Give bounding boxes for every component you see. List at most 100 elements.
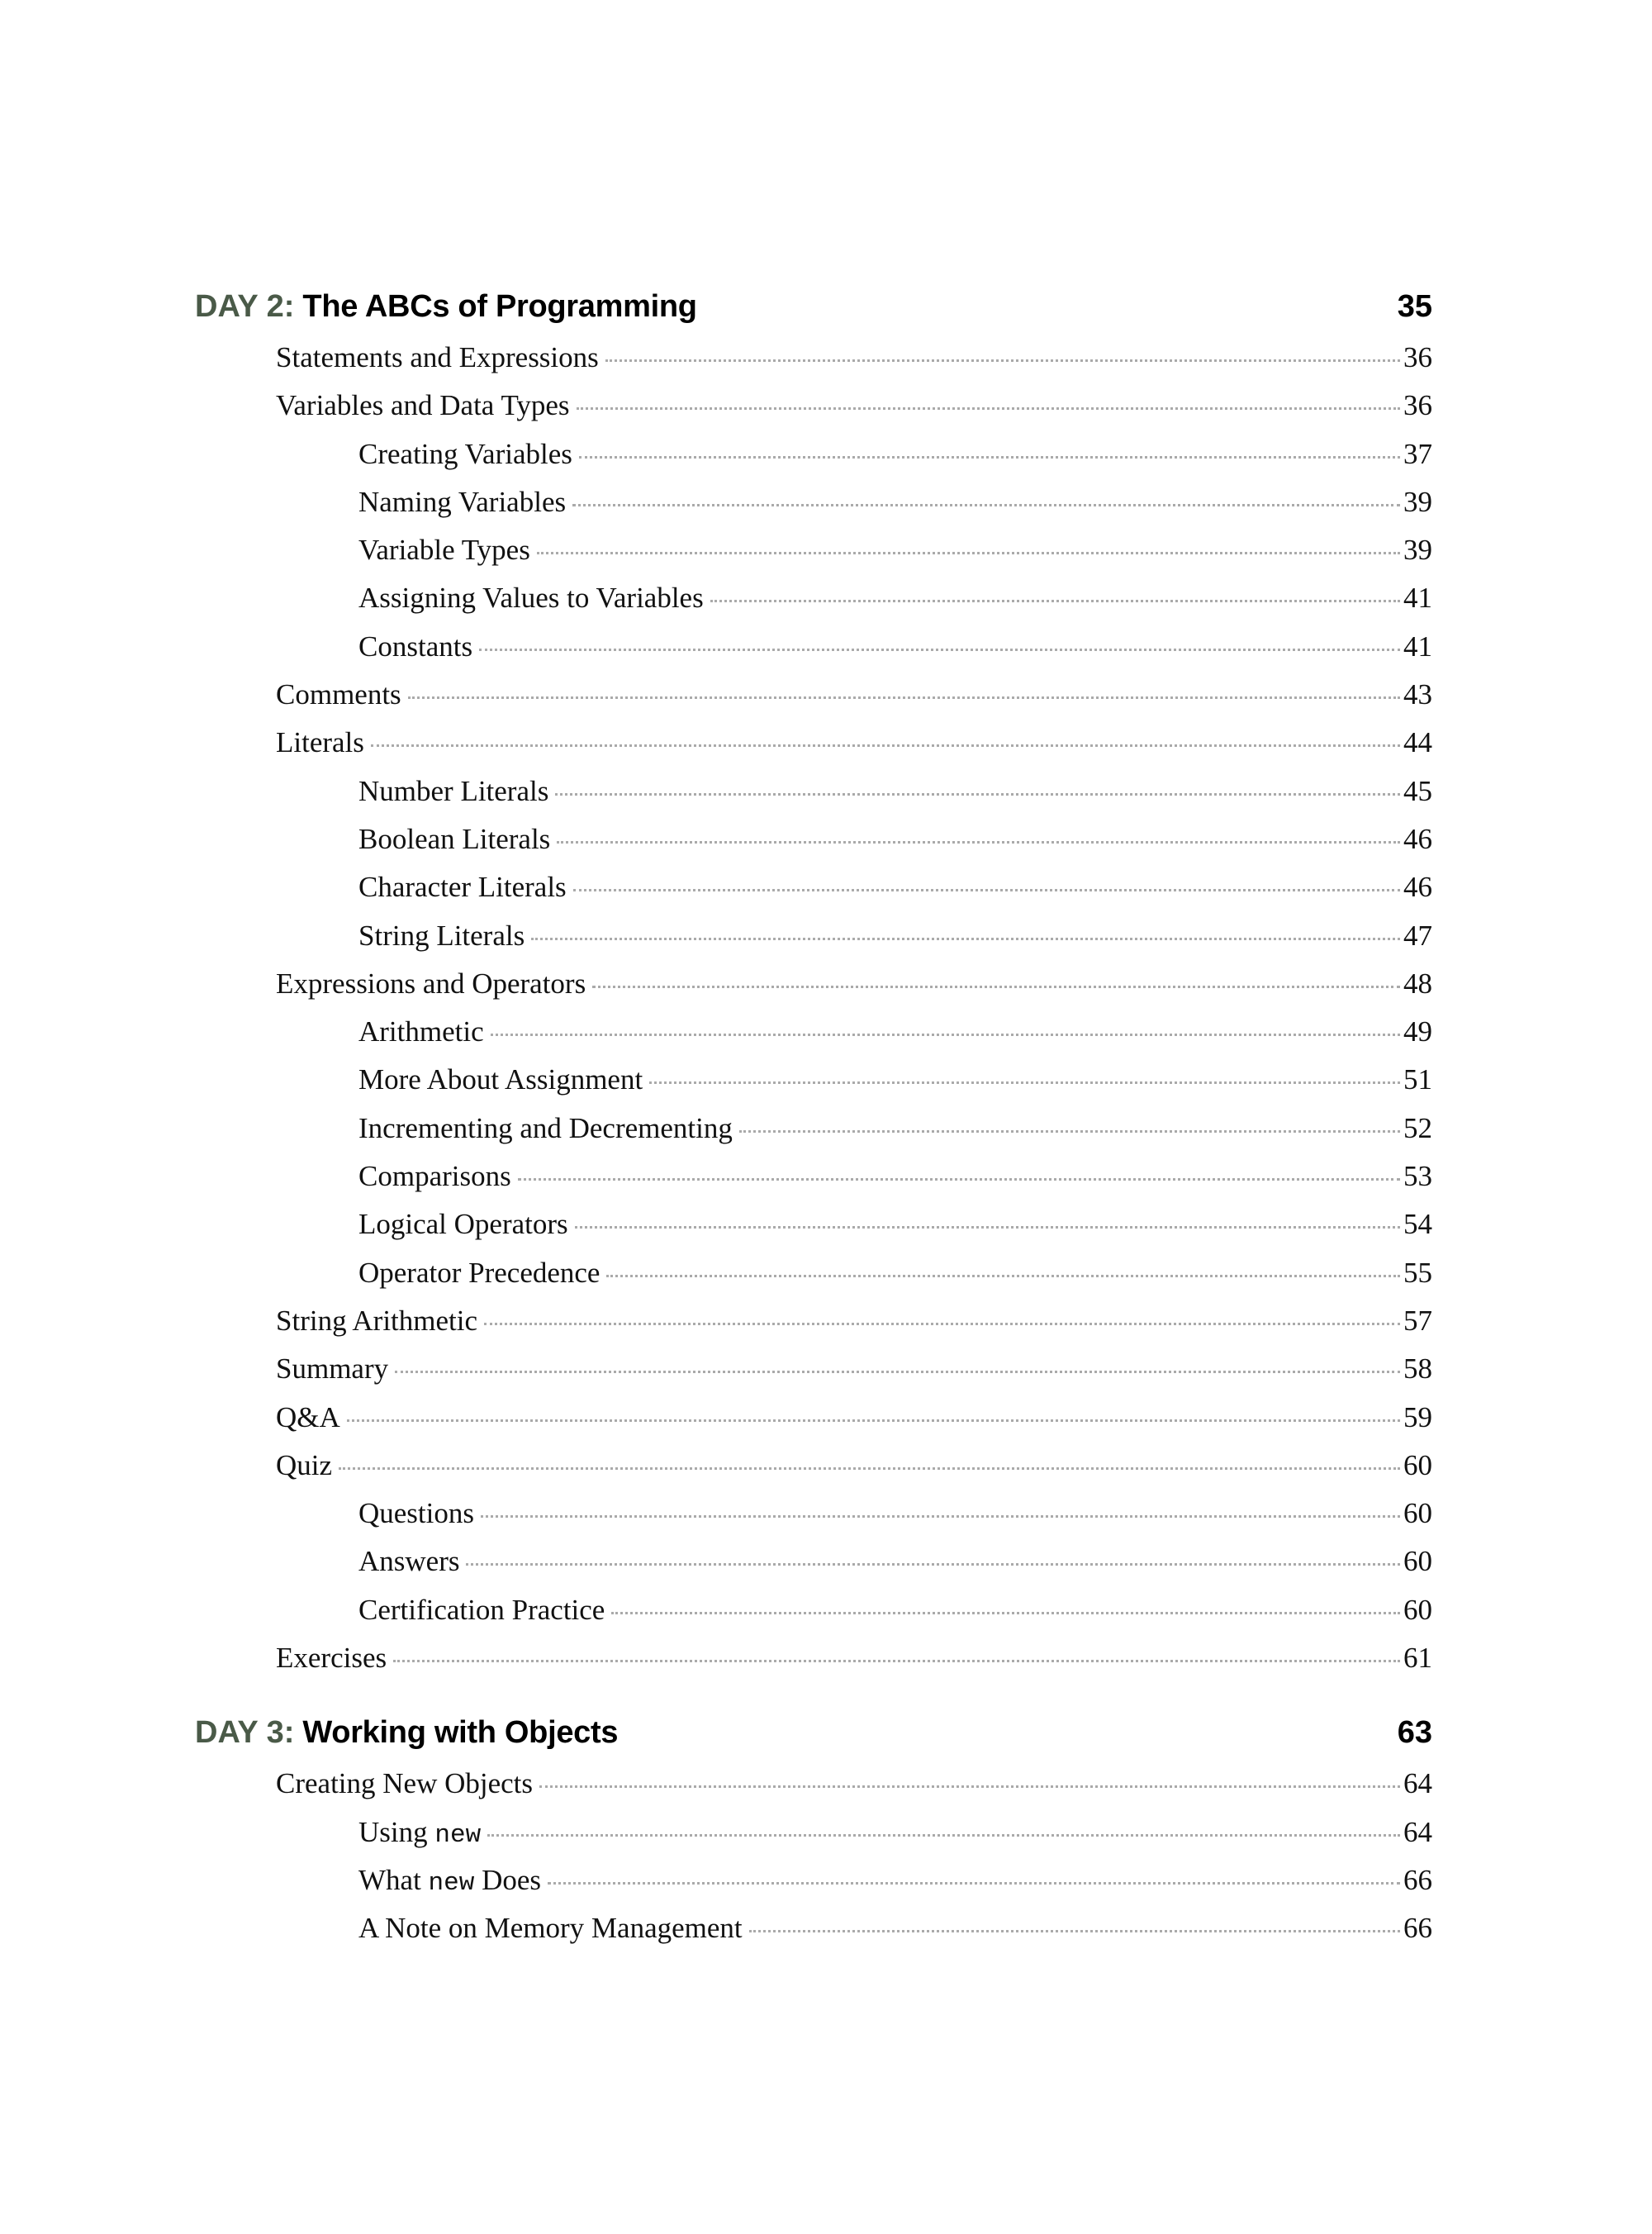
entry-page: 36	[1403, 341, 1432, 373]
toc-entry[interactable]: Number Literals 45	[195, 768, 1432, 815]
dot-leader	[536, 552, 1400, 555]
entry-page: 51	[1403, 1063, 1432, 1096]
toc-entry[interactable]: A Note on Memory Management 66	[195, 1904, 1432, 1952]
dot-leader	[710, 600, 1400, 603]
entry-label: Certification Practice	[358, 1586, 605, 1634]
toc-entry[interactable]: Certification Practice 60	[195, 1586, 1432, 1634]
day-page: 35	[1397, 289, 1432, 324]
toc-entry[interactable]: Logical Operators 54	[195, 1200, 1432, 1248]
entry-page: 66	[1403, 1912, 1432, 1945]
toc-entry[interactable]: Summary 58	[195, 1345, 1432, 1393]
toc-entry[interactable]: Boolean Literals 46	[195, 815, 1432, 863]
entry-page: 45	[1403, 774, 1432, 807]
label-text: Quiz	[276, 1448, 333, 1481]
entry-page: 41	[1403, 582, 1432, 615]
entry-label: Number Literals	[358, 768, 548, 815]
label-text: Comparisons	[358, 1160, 511, 1193]
toc-entry[interactable]: Using new 64	[195, 1809, 1432, 1856]
dot-leader	[407, 696, 1400, 700]
entry-page: 58	[1403, 1352, 1432, 1386]
toc-entry[interactable]: Expressions and Operators 48	[195, 960, 1432, 1008]
day-heading: DAY 2: The ABCs of Programming 35	[195, 279, 1432, 334]
label-text: Certification Practice	[358, 1593, 605, 1626]
toc-entry[interactable]: Comparisons 53	[195, 1153, 1432, 1200]
dot-leader	[576, 407, 1400, 411]
dot-leader	[484, 1322, 1400, 1325]
toc-entry[interactable]: Comments 43	[195, 671, 1432, 719]
toc-entry[interactable]: String Arithmetic 57	[195, 1297, 1432, 1345]
entry-page: 60	[1403, 1448, 1432, 1481]
dot-leader	[517, 1178, 1400, 1181]
label-text: Boolean Literals	[358, 822, 551, 855]
label-text: Number Literals	[358, 774, 549, 807]
toc-entry[interactable]: Exercises 61	[195, 1634, 1432, 1682]
day-heading: DAY 3: Working with Objects 63	[195, 1705, 1432, 1760]
entry-label: Operator Precedence	[358, 1249, 600, 1297]
day-title: Working with Objects	[302, 1715, 619, 1751]
toc-entry[interactable]: Naming Variables 39	[195, 478, 1432, 526]
dot-leader	[479, 648, 1400, 651]
dot-leader	[339, 1466, 1400, 1470]
toc-entry[interactable]: Variable Types 39	[195, 526, 1432, 574]
label-text: String Literals	[358, 919, 525, 952]
toc-entry[interactable]: Assigning Values to Variables 41	[195, 574, 1432, 622]
table-of-contents: DAY 2: The ABCs of Programming 35 Statement…	[195, 279, 1432, 1953]
label-text: Summary	[276, 1352, 389, 1386]
label-text: Does	[474, 1863, 542, 1896]
entry-label: Questions	[358, 1490, 474, 1538]
entry-label: Logical Operators	[358, 1200, 568, 1248]
label-text: Questions	[358, 1497, 474, 1530]
dot-leader	[370, 744, 1400, 748]
toc-entry[interactable]: Questions 60	[195, 1490, 1432, 1538]
entry-label: String Arithmetic	[276, 1297, 477, 1345]
label-text: Operator Precedence	[358, 1256, 601, 1289]
dot-leader	[395, 1371, 1400, 1374]
toc-entry[interactable]: Statements and Expressions 36	[195, 334, 1432, 382]
toc-entry[interactable]: Incrementing and Decrementing 52	[195, 1105, 1432, 1153]
entry-label: Q&A	[276, 1394, 340, 1442]
entry-page: 41	[1403, 630, 1432, 663]
entry-page: 60	[1403, 1497, 1432, 1530]
entry-page: 48	[1403, 967, 1432, 1000]
entry-label: Creating New Objects	[276, 1760, 533, 1808]
toc-entry[interactable]: Constants 41	[195, 623, 1432, 671]
entry-page: 43	[1403, 678, 1432, 711]
toc-entry[interactable]: Operator Precedence 55	[195, 1249, 1432, 1297]
toc-entry[interactable]: Creating Variables 37	[195, 430, 1432, 478]
entry-page: 61	[1403, 1642, 1432, 1675]
dot-leader	[548, 1881, 1400, 1885]
label-text: Arithmetic	[358, 1015, 484, 1048]
toc-entry[interactable]: String Literals 47	[195, 912, 1432, 960]
dot-leader	[555, 792, 1400, 796]
entry-label: Statements and Expressions	[276, 334, 599, 382]
toc-entry[interactable]: Character Literals 46	[195, 863, 1432, 911]
toc-entry[interactable]: What new Does 66	[195, 1856, 1432, 1904]
code-keyword: new	[434, 1820, 482, 1850]
entry-label: What new Does	[358, 1856, 541, 1908]
toc-entry[interactable]: More About Assignment 51	[195, 1056, 1432, 1104]
entry-page: 39	[1403, 534, 1432, 567]
dot-leader	[748, 1930, 1400, 1933]
entry-label: Incrementing and Decrementing	[358, 1105, 733, 1153]
dot-leader	[490, 1034, 1400, 1037]
entry-page: 66	[1403, 1863, 1432, 1896]
toc-entry[interactable]: Variables and Data Types 36	[195, 382, 1432, 430]
entry-page: 57	[1403, 1304, 1432, 1337]
dot-leader	[557, 840, 1400, 844]
entry-page: 52	[1403, 1111, 1432, 1144]
toc-entry[interactable]: Q&A 59	[195, 1394, 1432, 1442]
label-text: More About Assignment	[358, 1063, 643, 1096]
dot-leader	[578, 455, 1400, 459]
label-text: What	[358, 1863, 429, 1896]
toc-entry[interactable]: Quiz 60	[195, 1442, 1432, 1490]
entry-label: Literals	[276, 719, 364, 767]
toc-entry[interactable]: Arithmetic 49	[195, 1008, 1432, 1056]
entry-label: Character Literals	[358, 863, 567, 911]
toc-entry[interactable]: Creating New Objects 64	[195, 1760, 1432, 1808]
toc-entry[interactable]: Literals 44	[195, 719, 1432, 767]
entry-label: Constants	[358, 623, 472, 671]
toc-entry[interactable]: Answers 60	[195, 1538, 1432, 1585]
entry-label: Naming Variables	[358, 478, 566, 526]
label-text: Literals	[276, 726, 364, 759]
label-text: A Note on Memory Management	[358, 1912, 743, 1945]
